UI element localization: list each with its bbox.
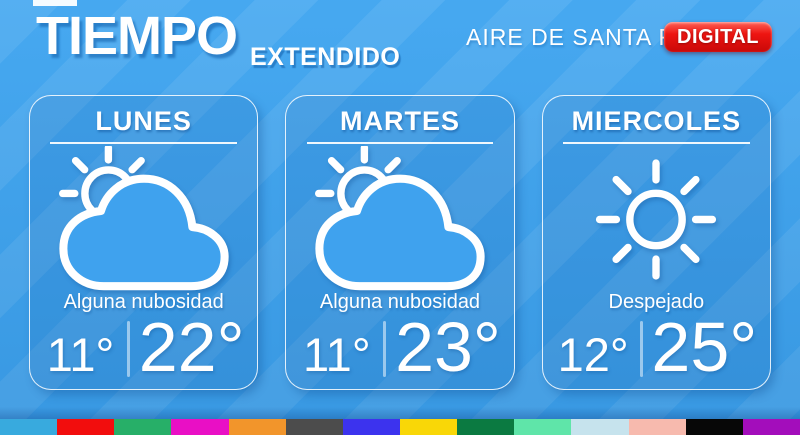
color-block	[571, 419, 629, 435]
color-block	[457, 419, 515, 435]
digital-badge: DIGITAL	[664, 22, 773, 52]
page-title: TIEMPO	[36, 6, 238, 66]
strip-shadow	[0, 407, 800, 419]
divider	[563, 142, 750, 144]
temperature-row: 11° 22°	[30, 308, 257, 387]
color-block	[285, 419, 343, 435]
color-strip	[0, 419, 800, 435]
color-block	[514, 419, 572, 435]
color-block	[342, 419, 400, 435]
divider	[50, 142, 237, 144]
condition-text: Despejado	[608, 291, 705, 313]
sun-behind-cloud-icon	[286, 146, 513, 291]
temp-divider	[639, 321, 643, 377]
divider	[306, 142, 494, 144]
brand-name: AIRE DE SANTA FE	[466, 24, 690, 50]
page-subtitle: EXTENDIDO	[250, 43, 401, 71]
color-block	[399, 419, 458, 435]
color-block	[628, 419, 686, 435]
color-block	[0, 419, 58, 435]
sun-icon	[543, 149, 770, 289]
forecast-card-martes: MARTES Alguna nubosidad 11°	[285, 95, 515, 390]
temp-max: 25°	[651, 308, 758, 386]
temperature-row: 12° 25°	[543, 308, 770, 387]
color-block	[742, 419, 800, 435]
day-label: LUNES	[95, 106, 192, 136]
temp-max: 22°	[138, 308, 245, 386]
temp-min: 11°	[46, 328, 115, 381]
condition-text: Alguna nubosidad	[63, 291, 224, 313]
color-block	[171, 419, 229, 435]
color-block	[685, 419, 743, 435]
temp-min: 11°	[303, 328, 371, 381]
temp-divider	[127, 321, 131, 377]
sun-behind-cloud-icon	[30, 146, 257, 291]
forecast-card-lunes: LUNES Alguna nubosidad 11°	[29, 95, 259, 390]
forecast-card-miercoles: MIERCOLES Despej	[541, 95, 771, 390]
condition-text: Alguna nubosidad	[319, 291, 481, 313]
temp-min: 12°	[557, 328, 629, 381]
temperature-row: 11° 23°	[286, 308, 513, 387]
temp-max: 23°	[395, 308, 501, 386]
forecast-cards: LUNES Alguna nubosidad 11°	[29, 95, 771, 390]
color-block	[228, 419, 286, 435]
day-label: MARTES	[339, 106, 460, 136]
top-edge-artifact	[33, 0, 77, 6]
day-label: MIERCOLES	[571, 106, 742, 136]
color-block	[57, 419, 115, 435]
temp-divider	[383, 321, 387, 377]
color-block	[114, 419, 172, 435]
